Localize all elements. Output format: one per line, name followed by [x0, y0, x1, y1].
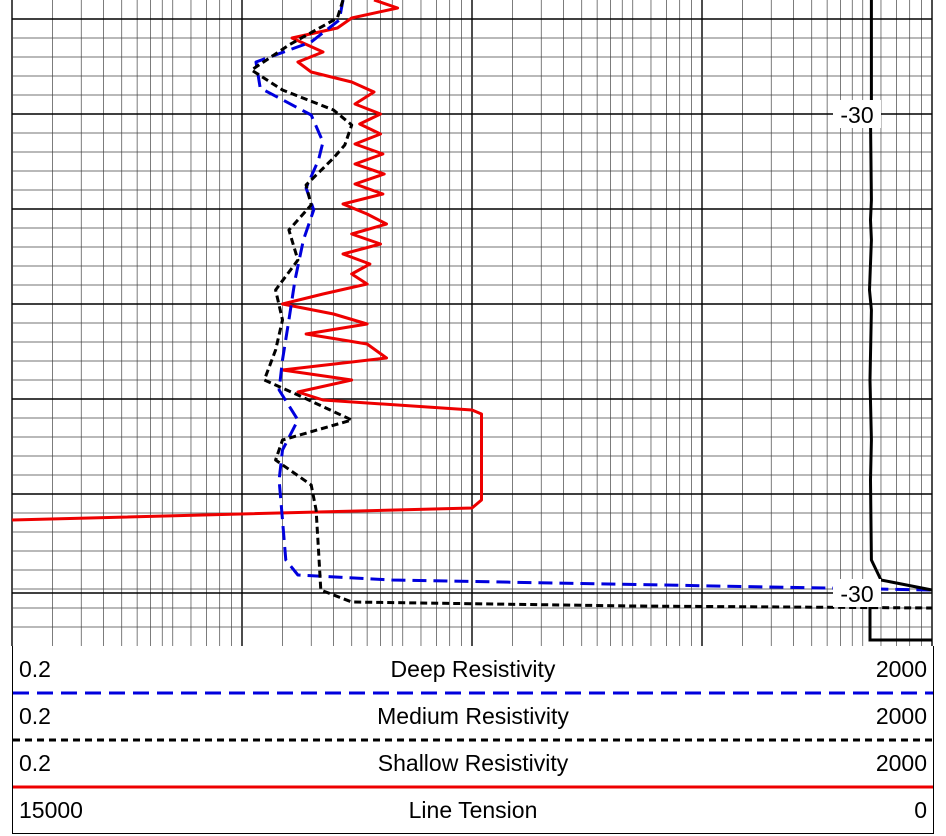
- deep-min: 0.2: [19, 656, 51, 682]
- medium-max: 2000: [875, 703, 927, 729]
- depth-label: -30: [840, 102, 873, 128]
- curve-line-tension-tail: [868, 606, 932, 642]
- tension-min: 15000: [19, 797, 83, 823]
- curves: [11, 0, 933, 642]
- shallow-swatch: [13, 785, 933, 789]
- legend-row-deep: 0.2 Deep Resistivity 2000: [13, 646, 933, 695]
- curve-shallow-resistivity: [11, 0, 483, 522]
- legend-row-shallow: 0.2 Shallow Resistivity 2000: [13, 740, 933, 789]
- legend: 0.2 Deep Resistivity 2000 0.2 Medium Res…: [12, 646, 934, 834]
- depth-labels: -30 -30: [833, 100, 881, 607]
- legend-row-medium: 0.2 Medium Resistivity 2000: [13, 693, 933, 742]
- tension-max: 0: [914, 797, 927, 823]
- shallow-min: 0.2: [19, 750, 51, 776]
- medium-name: Medium Resistivity: [377, 703, 569, 729]
- grid: [11, 0, 933, 646]
- depth-label-bg: [833, 100, 881, 128]
- deep-name: Deep Resistivity: [390, 656, 556, 682]
- depth-label-bg: [833, 579, 881, 607]
- medium-min: 0.2: [19, 703, 51, 729]
- curve-deep-resistivity: [254, 0, 933, 592]
- shallow-max: 2000: [875, 750, 927, 776]
- legend-row-tension: 15000 Line Tension 0: [13, 787, 933, 834]
- curve-medium-resistivity: [250, 0, 933, 610]
- log-chart: -30 -30: [11, 0, 933, 646]
- deep-max: 2000: [875, 656, 927, 682]
- depth-label: -30: [840, 581, 873, 607]
- tension-name: Line Tension: [408, 797, 538, 823]
- curve-line-tension: [868, 0, 933, 592]
- shallow-name: Shallow Resistivity: [377, 750, 569, 776]
- medium-swatch: [13, 738, 933, 742]
- deep-swatch: [13, 691, 933, 695]
